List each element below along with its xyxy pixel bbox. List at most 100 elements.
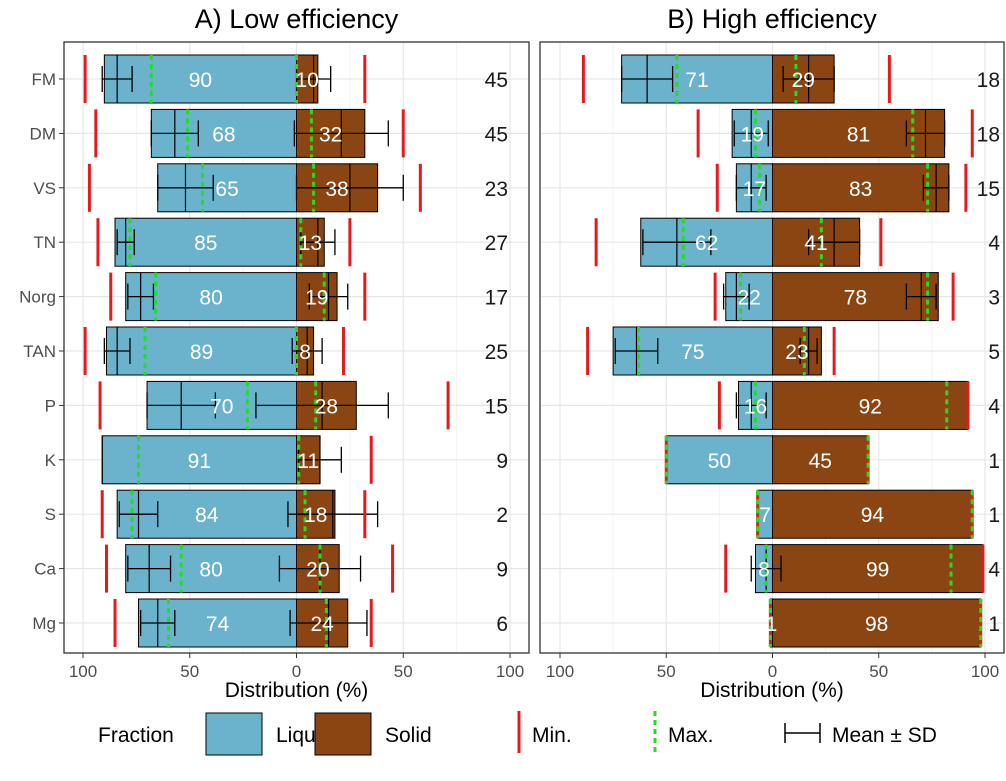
liquid-bar-label: 62 [695, 232, 718, 255]
legend-meansd-label: Mean ± SD [832, 724, 937, 747]
category-label: P [45, 396, 56, 415]
x-axis-title: Distribution (%) [225, 679, 369, 702]
liquid-bar-label: 19 [741, 123, 764, 146]
legend-solid-swatch [314, 712, 372, 756]
x-tick-label: 100 [546, 662, 574, 681]
liquid-bar-label: 17 [743, 178, 766, 201]
liquid-bar-label: 74 [206, 613, 230, 636]
category-label: DM [30, 124, 56, 143]
solid-bar-label: 11 [297, 450, 319, 473]
category-label: K [45, 451, 57, 470]
liquid-bar-label: 50 [708, 450, 731, 473]
category-label: TAN [23, 342, 56, 361]
solid-bar-label: 41 [804, 232, 827, 255]
liquid-bar-label: 90 [189, 69, 212, 92]
liquid-bar-label: 85 [194, 232, 217, 255]
solid-bar [772, 544, 984, 594]
x-axis-title: Distribution (%) [700, 679, 844, 702]
solid-bar [772, 598, 982, 648]
category-label: FM [31, 70, 56, 89]
sample-count-label: 9 [496, 450, 508, 473]
x-tick-label: 100 [69, 662, 97, 681]
solid-bar-label: 99 [866, 559, 889, 582]
sample-count-label: 23 [485, 178, 508, 201]
sample-count-label: 25 [485, 341, 508, 364]
solid-bar-label: 8 [299, 341, 311, 364]
sample-count-label: 3 [988, 287, 1000, 310]
liquid-bar-label: 1 [766, 613, 778, 636]
legend-solid-label: Solid [385, 724, 432, 747]
solid-bar [772, 163, 950, 213]
sample-count-label: 17 [485, 287, 508, 310]
category-label: Mg [32, 614, 56, 633]
x-tick-label: 100 [496, 662, 524, 681]
liquid-bar-label: 70 [210, 395, 233, 418]
panel-title: B) High efficiency [667, 4, 877, 34]
solid-bar [772, 380, 969, 430]
sample-count-label: 1 [988, 450, 1000, 473]
sample-count-label: 18 [977, 123, 1000, 146]
sample-count-label: 6 [496, 613, 508, 636]
legend-meansd-swatch [784, 723, 821, 743]
liquid-bar-label: 71 [685, 69, 708, 92]
x-tick-label: 0 [292, 662, 301, 681]
liquid-bar-label: 89 [190, 341, 213, 364]
solid-bar-label: 32 [319, 123, 342, 146]
legend-title: Fraction [98, 724, 174, 747]
solid-bar-label: 24 [310, 613, 334, 636]
solid-bar-label: 38 [325, 178, 348, 201]
panel-title: A) Low efficiency [195, 4, 399, 34]
x-tick-label: 50 [394, 662, 413, 681]
solid-bar-label: 45 [809, 450, 832, 473]
sample-count-label: 45 [485, 123, 508, 146]
sample-count-label: 27 [485, 232, 508, 255]
sample-count-label: 5 [988, 341, 1000, 364]
legend-max-label: Max. [668, 724, 714, 747]
x-tick-label: 100 [971, 662, 999, 681]
solid-bar-label: 78 [844, 287, 867, 310]
sample-count-label: 9 [496, 559, 508, 582]
solid-bar-label: 13 [299, 232, 322, 255]
sample-count-label: 1 [988, 613, 1000, 636]
category-label: S [45, 505, 56, 524]
liquid-bar-label: 22 [737, 287, 760, 310]
solid-bar-label: 23 [785, 341, 808, 364]
liquid-bar-label: 75 [681, 341, 704, 364]
x-tick-label: 50 [869, 662, 888, 681]
x-tick-label: 0 [768, 662, 777, 681]
sample-count-label: 4 [988, 232, 1000, 255]
liquid-bar-label: 84 [195, 504, 219, 527]
solid-bar [772, 435, 869, 485]
liquid-bar-label: 8 [758, 559, 770, 582]
solid-bar-label: 19 [305, 287, 328, 310]
legend-liquid-swatch [205, 712, 263, 756]
category-label: Ca [34, 560, 56, 579]
solid-bar-label: 92 [859, 395, 882, 418]
solid-bar-label: 29 [792, 69, 815, 92]
sample-count-label: 15 [485, 395, 508, 418]
liquid-bar-label: 16 [744, 395, 767, 418]
liquid-bar [114, 217, 298, 267]
liquid-bar-label: 7 [759, 504, 771, 527]
solid-bar-label: 83 [849, 178, 872, 201]
solid-bar-label: 81 [847, 123, 870, 146]
solid-bar [772, 489, 973, 539]
liquid-bar-label: 80 [199, 287, 222, 310]
liquid-bar-label: 65 [215, 178, 238, 201]
solid-bar-label: 94 [861, 504, 885, 527]
liquid-bar-label: 80 [199, 559, 222, 582]
sample-count-label: 4 [988, 395, 1000, 418]
solid-bar-label: 18 [304, 504, 327, 527]
sample-count-label: 45 [485, 69, 508, 92]
solid-bar-label: 20 [306, 559, 329, 582]
sample-count-label: 15 [977, 178, 1000, 201]
sample-count-label: 2 [496, 504, 508, 527]
solid-bar-label: 10 [295, 69, 318, 92]
category-label: VS [33, 179, 56, 198]
liquid-bar-label: 68 [212, 123, 235, 146]
legend: Fraction Liquid Solid Min. Max. Mean ± S… [98, 711, 937, 756]
liquid-bar [665, 435, 773, 485]
category-label: Norg [19, 288, 56, 307]
